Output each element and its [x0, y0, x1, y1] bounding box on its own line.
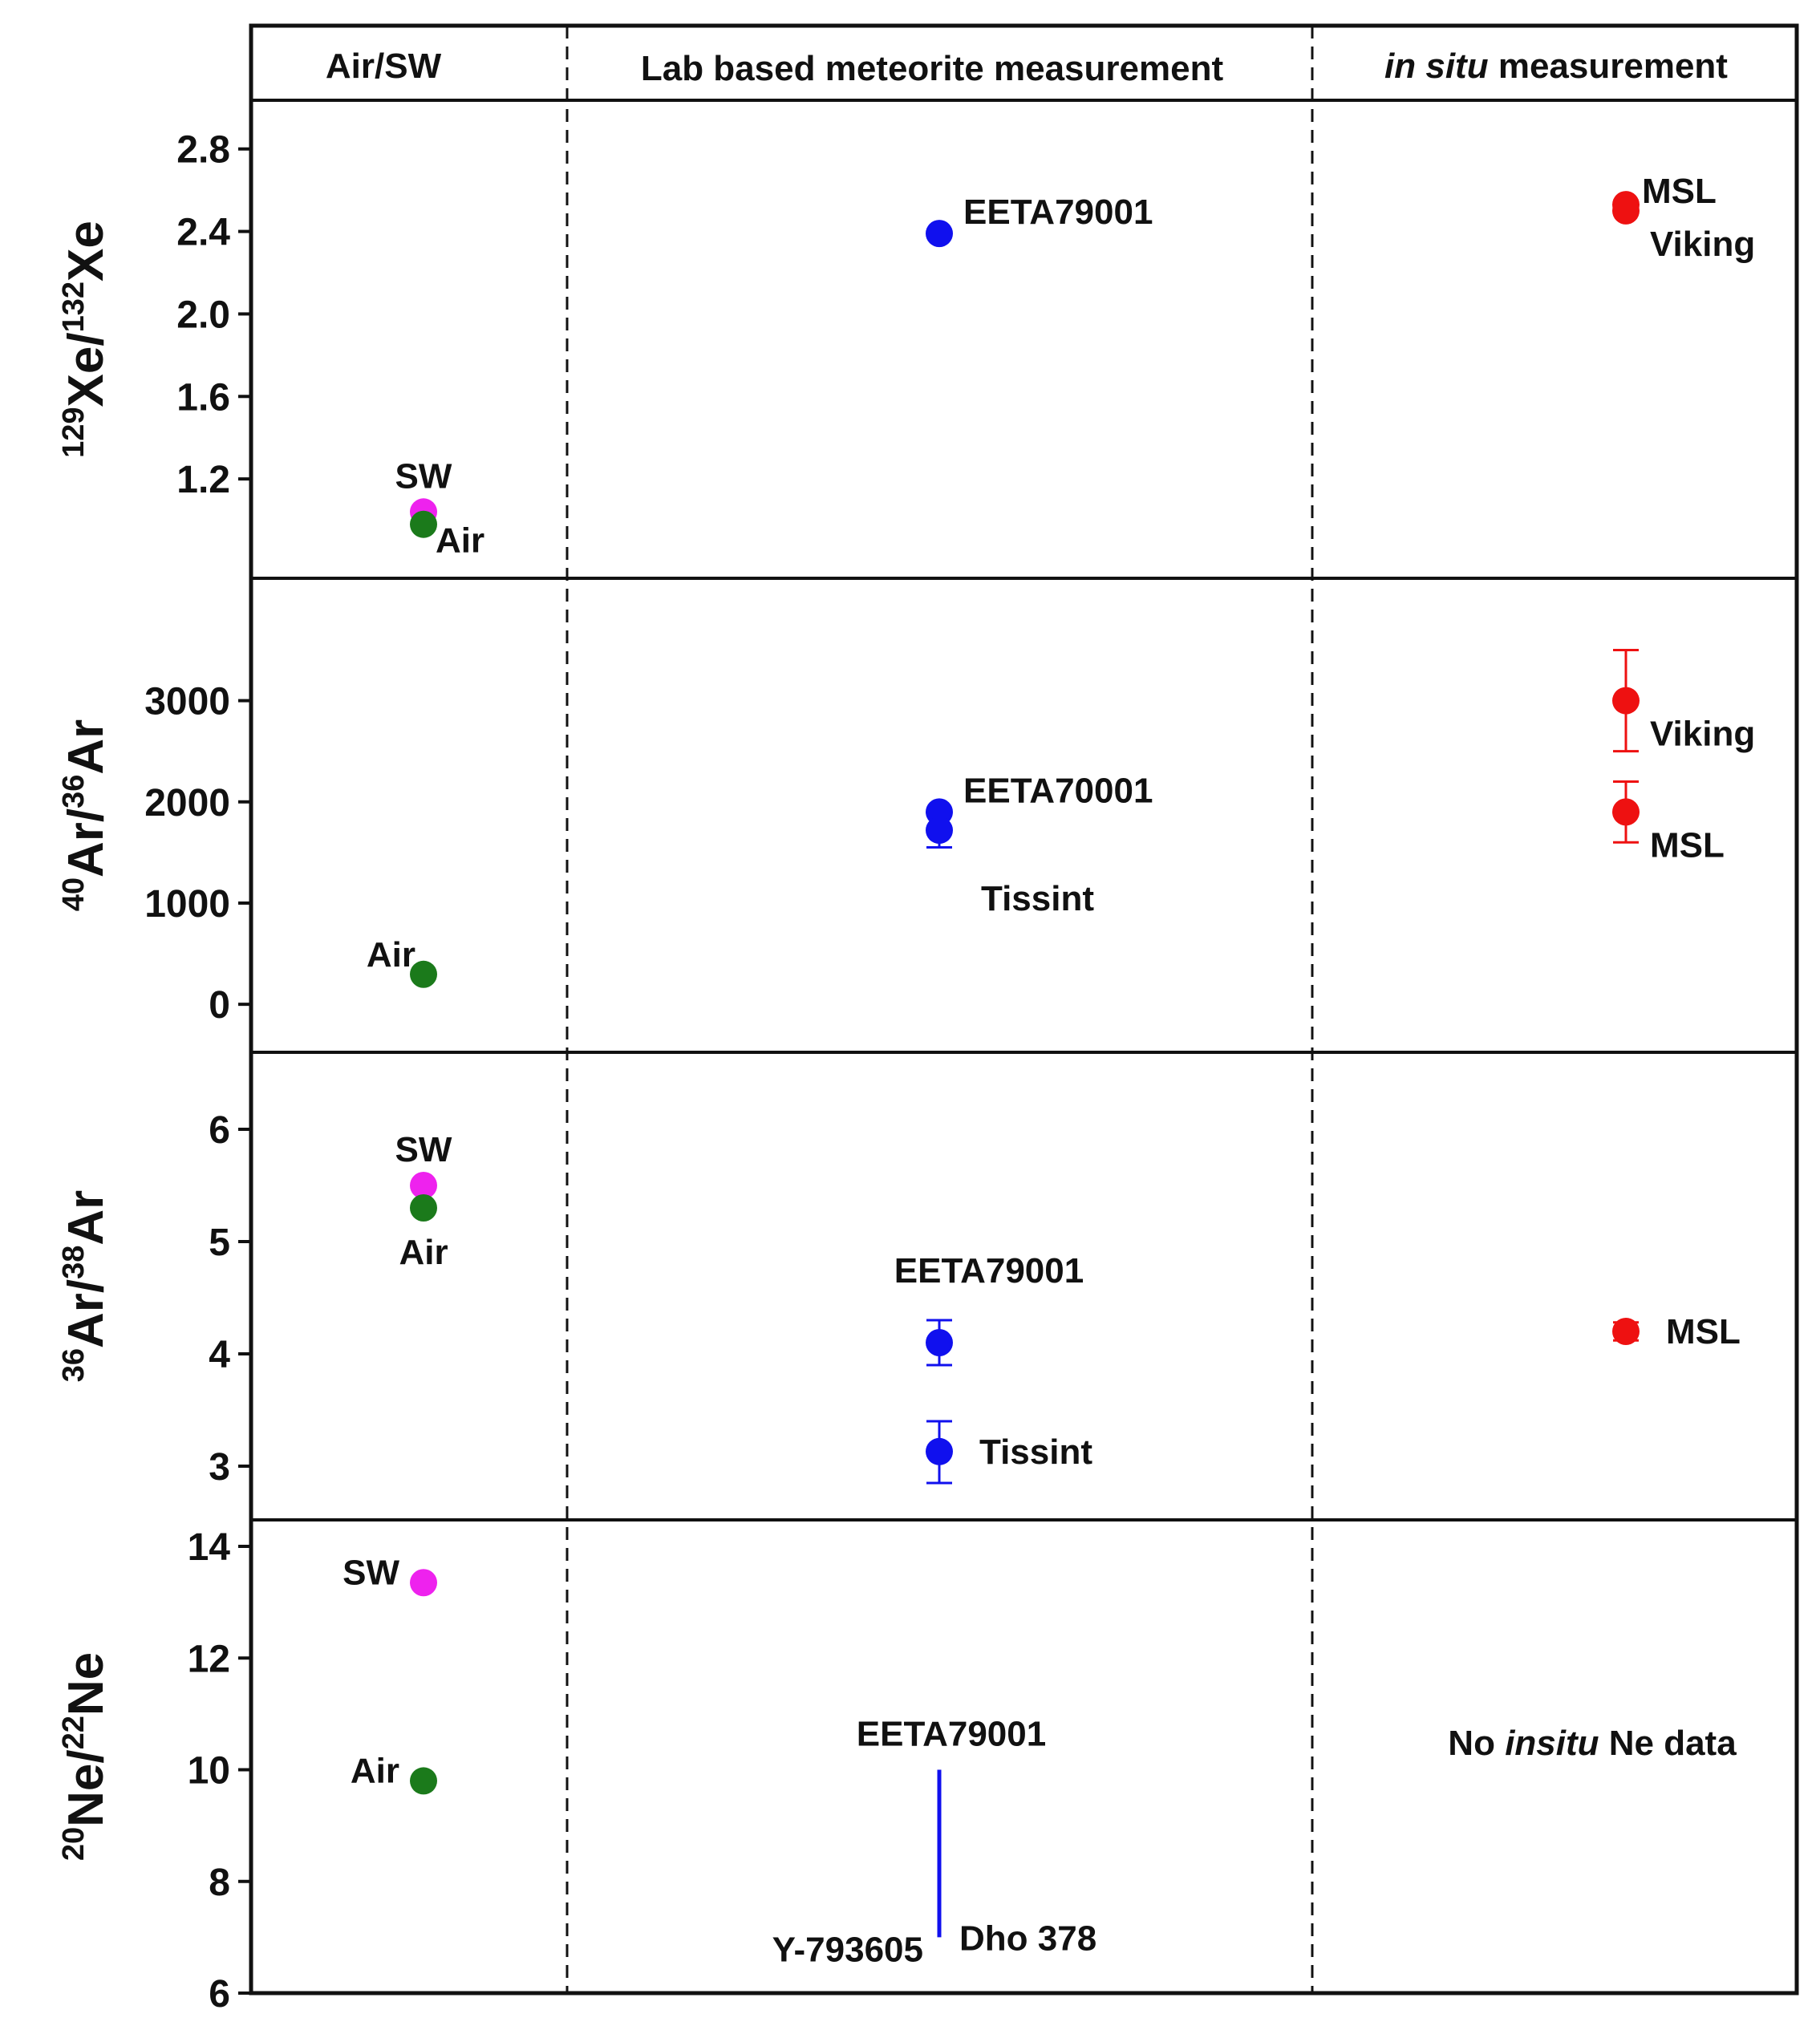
data-point-viking: [1612, 687, 1640, 715]
y-tick-label: 2000: [144, 782, 230, 825]
point-label: Air: [351, 1751, 399, 1790]
point-label: SW: [343, 1553, 399, 1592]
y-tick-label: 2.4: [176, 212, 230, 254]
header-in-situ: in situ measurement: [1384, 47, 1728, 86]
y-tick-label: 6: [209, 1973, 230, 2016]
panel-0: 129Xe/132Xe 1.2 1.6 2.0 2.4 2.8 SW Air EETA79001…: [57, 129, 1755, 561]
point-label: MSL: [1642, 172, 1717, 211]
point-label: EETA79001: [894, 1251, 1084, 1291]
note-post: Ne data: [1599, 1724, 1737, 1763]
y-label-sup1: 40: [57, 877, 91, 911]
header-lab-meteorite: Lab based meteorite measurement: [641, 49, 1224, 88]
y-label-base2: Xe: [59, 221, 114, 282]
y-tick-label: 8: [209, 1862, 230, 1904]
data-point-air: [410, 510, 437, 538]
data-point-msl: [1612, 1318, 1640, 1345]
y-label-sup2: 36: [57, 775, 91, 808]
point-label: Air: [367, 935, 415, 974]
chart-frame: [249, 23, 1799, 1996]
point-label: EETA79001: [963, 192, 1153, 232]
point-label: SW: [395, 456, 452, 496]
panel-1: 40Ar/36Ar 0 1000 2000 3000 Air EETA70001 Tissin…: [57, 648, 1755, 1027]
y-tick-label: 2.0: [176, 294, 230, 336]
y-label-base2: Ar: [59, 719, 114, 775]
y-label-base2: Ar: [59, 1190, 114, 1246]
y-label-sup2: 132: [57, 282, 91, 332]
point-label: Tissint: [979, 1432, 1092, 1472]
y-axis-label-2: 36Ar/38Ar: [57, 1190, 114, 1383]
y-label-sup2: 38: [57, 1246, 91, 1279]
data-point-sw: [410, 1172, 437, 1199]
range-label-top: EETA79001: [857, 1715, 1046, 1754]
header-air-sw: Air/SW: [326, 47, 442, 86]
point-label: MSL: [1666, 1312, 1741, 1351]
y-label-sup1: 36: [57, 1348, 91, 1382]
y-label-sup1: 129: [57, 407, 91, 457]
y-tick-label: 5: [209, 1222, 230, 1264]
point-label: SW: [395, 1130, 452, 1169]
data-point-air: [410, 960, 437, 988]
data-point-eeta79001: [926, 1329, 953, 1356]
note-pre: No: [1448, 1724, 1505, 1763]
point-label: Tissint: [981, 879, 1094, 918]
header-in-situ-italic: in situ: [1384, 47, 1489, 86]
point-label: EETA70001: [963, 771, 1153, 810]
y-tick-label: 12: [188, 1638, 230, 1680]
y-label-sup1: 20: [57, 1827, 91, 1861]
y-label-base1: Ar/: [59, 808, 114, 877]
header-in-situ-rest: measurement: [1489, 47, 1729, 86]
y-tick-label: 10: [188, 1750, 230, 1793]
y-axis-label-3: 20Ne/22Ne: [57, 1652, 114, 1861]
data-point-sw: [410, 1569, 437, 1597]
y-label-base1: Ne/: [59, 1749, 114, 1826]
y-label-base1: Xe/: [59, 332, 114, 407]
point-label: Viking: [1650, 225, 1755, 264]
y-tick-label: 6: [209, 1109, 230, 1152]
panels: 129Xe/132Xe 1.2 1.6 2.0 2.4 2.8 SW Air EETA79001…: [57, 129, 1755, 2016]
no-insitu-ne-note: No insitu Ne data: [1448, 1724, 1737, 1763]
point-label: Air: [399, 1233, 448, 1272]
point-label: MSL: [1650, 825, 1725, 865]
y-label-sup2: 22: [57, 1716, 91, 1749]
y-tick-label: 1000: [144, 883, 230, 926]
y-tick-label: 14: [188, 1526, 231, 1569]
y-label-base1: Ar/: [59, 1279, 114, 1348]
data-point-eeta79001: [926, 220, 953, 248]
data-point-viking: [1612, 197, 1640, 225]
data-point-air: [410, 1767, 437, 1795]
column-header-row: Air/SW Lab based meteorite measurement i…: [326, 47, 1728, 88]
data-point-tissint: [926, 1437, 953, 1465]
y-tick-label: 1.6: [176, 376, 230, 419]
y-tick-label: 2.8: [176, 129, 230, 172]
outer-border: [249, 23, 1799, 1996]
point-label: Viking: [1650, 715, 1755, 754]
y-tick-label: 3000: [144, 681, 230, 723]
point-label: Air: [436, 521, 484, 561]
y-tick-label: 3: [209, 1446, 230, 1489]
y-axis-label-1: 40Ar/36Ar: [57, 719, 114, 912]
range-label-bottom-left: Y-793605: [772, 1930, 923, 1969]
data-point-msl: [1612, 798, 1640, 826]
range-label-bottom-right: Dho 378: [959, 1919, 1096, 1958]
data-point-air: [410, 1194, 437, 1222]
y-tick-label: 4: [209, 1334, 230, 1376]
note-italic: insitu: [1505, 1724, 1599, 1763]
panel-3: 20Ne/22Ne 6 8 10 12 14 SW Air EETA79001 Y-793605 D…: [57, 1526, 1737, 2016]
y-label-base2: Ne: [59, 1652, 114, 1716]
y-tick-label: 0: [209, 984, 230, 1027]
y-tick-label: 1.2: [176, 459, 230, 501]
y-axis-label-0: 129Xe/132Xe: [57, 221, 114, 458]
data-point-tissint: [926, 816, 953, 845]
panel-2: 36Ar/38Ar 3 4 5 6 SW Air EETA79001 Tissint MSL: [57, 1109, 1741, 1489]
